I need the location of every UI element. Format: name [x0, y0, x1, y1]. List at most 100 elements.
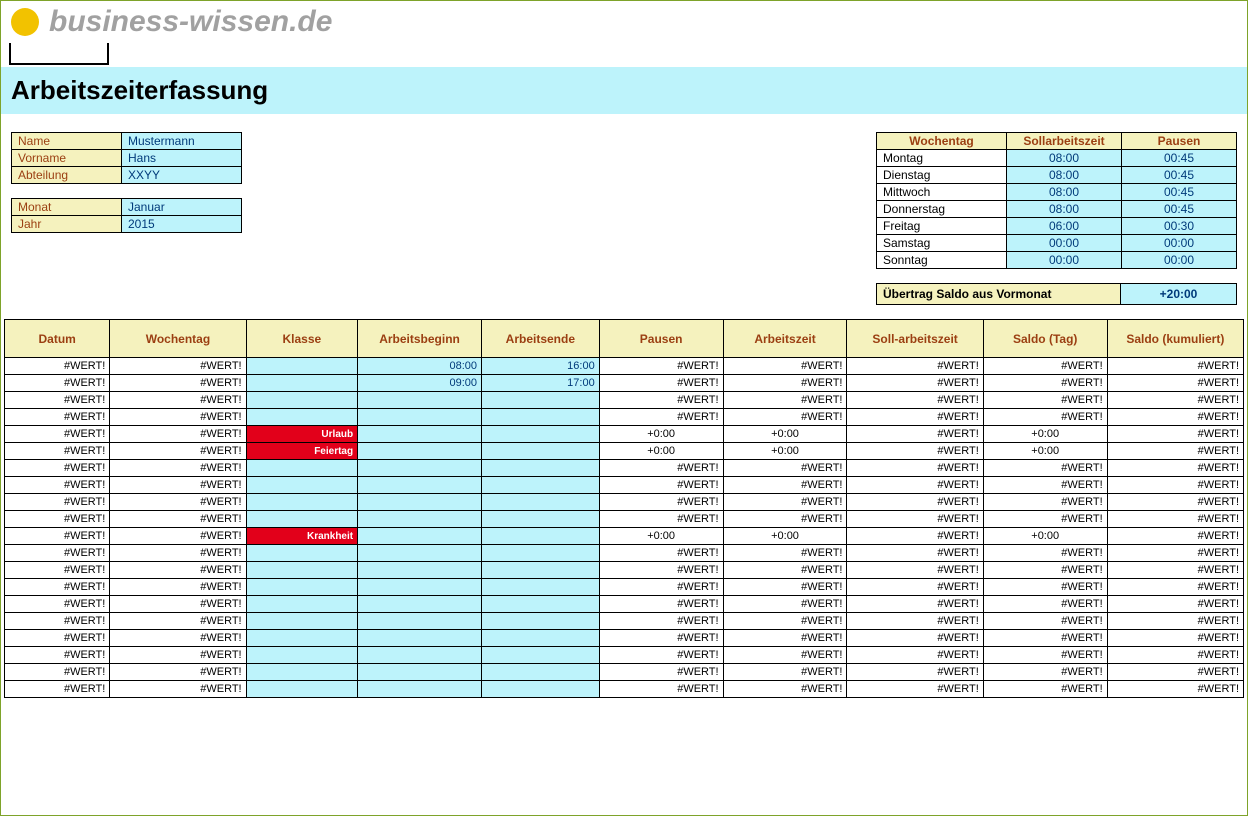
cell-saldo-kumuliert: #WERT!	[1107, 409, 1243, 426]
cell-klasse[interactable]	[246, 358, 358, 375]
cell-klasse[interactable]	[246, 681, 358, 698]
cell-klasse[interactable]	[246, 562, 358, 579]
week-soll-cell[interactable]: 08:00	[1007, 150, 1122, 167]
spreadsheet-frame: business-wissen.de Arbeitszeiterfassung …	[0, 0, 1248, 816]
cell-arbeitsende[interactable]	[481, 664, 599, 681]
cell-arbeitsbeginn[interactable]	[358, 477, 482, 494]
cell-arbeitsende[interactable]	[481, 443, 599, 460]
cell-klasse[interactable]	[246, 613, 358, 630]
cell-sollarbeitszeit: #WERT!	[847, 613, 983, 630]
cell-arbeitsbeginn[interactable]	[358, 494, 482, 511]
field-value[interactable]: Mustermann	[122, 133, 242, 150]
cell-arbeitsbeginn[interactable]	[358, 630, 482, 647]
cell-arbeitsende[interactable]	[481, 596, 599, 613]
week-soll-cell[interactable]: 06:00	[1007, 218, 1122, 235]
cell-arbeitsbeginn[interactable]	[358, 528, 482, 545]
cell-arbeitsende[interactable]: 16:00	[481, 358, 599, 375]
field-value[interactable]: Januar	[122, 199, 242, 216]
cell-arbeitsbeginn[interactable]	[358, 681, 482, 698]
week-pause-cell[interactable]: 00:45	[1122, 201, 1237, 218]
cell-klasse[interactable]	[246, 545, 358, 562]
cell-arbeitszeit: +0:00	[723, 528, 847, 545]
week-pause-cell[interactable]: 00:45	[1122, 184, 1237, 201]
cell-arbeitsbeginn[interactable]	[358, 409, 482, 426]
logo-dot-icon	[11, 8, 39, 36]
cell-klasse[interactable]	[246, 664, 358, 681]
cell-arbeitsende[interactable]	[481, 528, 599, 545]
week-soll-cell[interactable]: 00:00	[1007, 235, 1122, 252]
cell-arbeitsende[interactable]	[481, 562, 599, 579]
cell-arbeitsende[interactable]	[481, 494, 599, 511]
cell-arbeitsende[interactable]	[481, 426, 599, 443]
cell-arbeitsende[interactable]	[481, 460, 599, 477]
week-pause-cell[interactable]: 00:00	[1122, 235, 1237, 252]
cell-arbeitsbeginn[interactable]	[358, 426, 482, 443]
cell-klasse[interactable]: Urlaub	[246, 426, 358, 443]
week-header-cell: Pausen	[1122, 133, 1237, 150]
cell-saldo-kumuliert: #WERT!	[1107, 545, 1243, 562]
info-right: WochentagSollarbeitszeitPausenMontag08:0…	[876, 132, 1237, 305]
cell-datum: #WERT!	[5, 545, 110, 562]
week-soll-cell[interactable]: 08:00	[1007, 201, 1122, 218]
cell-arbeitsende[interactable]	[481, 613, 599, 630]
cell-saldo-tag: #WERT!	[983, 647, 1107, 664]
cell-arbeitsende[interactable]: 17:00	[481, 375, 599, 392]
cell-klasse[interactable]	[246, 375, 358, 392]
cell-arbeitsende[interactable]	[481, 477, 599, 494]
cell-arbeitsende[interactable]	[481, 392, 599, 409]
cell-klasse[interactable]: Krankheit	[246, 528, 358, 545]
cell-arbeitsende[interactable]	[481, 545, 599, 562]
cell-klasse[interactable]	[246, 409, 358, 426]
cell-klasse[interactable]	[246, 596, 358, 613]
cell-klasse[interactable]	[246, 494, 358, 511]
field-value[interactable]: 2015	[122, 216, 242, 233]
cell-arbeitsbeginn[interactable]	[358, 545, 482, 562]
cell-arbeitsbeginn[interactable]	[358, 460, 482, 477]
cell-klasse[interactable]	[246, 477, 358, 494]
cell-klasse[interactable]	[246, 630, 358, 647]
cell-saldo-tag: #WERT!	[983, 664, 1107, 681]
cell-klasse[interactable]	[246, 647, 358, 664]
cell-arbeitsbeginn[interactable]	[358, 392, 482, 409]
cell-arbeitsbeginn[interactable]	[358, 562, 482, 579]
week-pause-cell[interactable]: 00:30	[1122, 218, 1237, 235]
cell-arbeitsbeginn[interactable]	[358, 664, 482, 681]
week-soll-cell[interactable]: 08:00	[1007, 184, 1122, 201]
cell-arbeitsbeginn[interactable]	[358, 596, 482, 613]
cell-arbeitsbeginn[interactable]: 08:00	[358, 358, 482, 375]
week-soll-cell[interactable]: 08:00	[1007, 167, 1122, 184]
cell-klasse[interactable]	[246, 511, 358, 528]
week-pause-cell[interactable]: 00:00	[1122, 252, 1237, 269]
cell-saldo-tag: #WERT!	[983, 511, 1107, 528]
cell-arbeitsbeginn[interactable]	[358, 647, 482, 664]
carry-value[interactable]: +20:00	[1121, 284, 1236, 304]
cell-sollarbeitszeit: #WERT!	[847, 443, 983, 460]
cell-arbeitsende[interactable]	[481, 579, 599, 596]
cell-arbeitsbeginn[interactable]: 09:00	[358, 375, 482, 392]
cell-arbeitsende[interactable]	[481, 647, 599, 664]
cell-arbeitszeit: #WERT!	[723, 477, 847, 494]
field-value[interactable]: Hans	[122, 150, 242, 167]
table-row: #WERT!#WERT!#WERT!#WERT!#WERT!#WERT!#WER…	[5, 511, 1244, 528]
cell-arbeitsende[interactable]	[481, 681, 599, 698]
week-pause-cell[interactable]: 00:45	[1122, 150, 1237, 167]
week-soll-cell[interactable]: 00:00	[1007, 252, 1122, 269]
field-value[interactable]: XXYY	[122, 167, 242, 184]
cell-arbeitsbeginn[interactable]	[358, 613, 482, 630]
cell-arbeitsende[interactable]	[481, 511, 599, 528]
cell-arbeitsende[interactable]	[481, 409, 599, 426]
cell-arbeitsende[interactable]	[481, 630, 599, 647]
week-pause-cell[interactable]: 00:45	[1122, 167, 1237, 184]
cell-wochentag: #WERT!	[110, 528, 246, 545]
cell-klasse[interactable]	[246, 392, 358, 409]
cell-arbeitsbeginn[interactable]	[358, 579, 482, 596]
week-header-cell: Sollarbeitszeit	[1007, 133, 1122, 150]
cell-klasse[interactable]	[246, 460, 358, 477]
cell-arbeitsbeginn[interactable]	[358, 511, 482, 528]
cell-pausen: +0:00	[599, 426, 723, 443]
cell-wochentag: #WERT!	[110, 647, 246, 664]
cell-arbeitsbeginn[interactable]	[358, 443, 482, 460]
cell-klasse[interactable]	[246, 579, 358, 596]
cell-sollarbeitszeit: #WERT!	[847, 392, 983, 409]
cell-klasse[interactable]: Feiertag	[246, 443, 358, 460]
